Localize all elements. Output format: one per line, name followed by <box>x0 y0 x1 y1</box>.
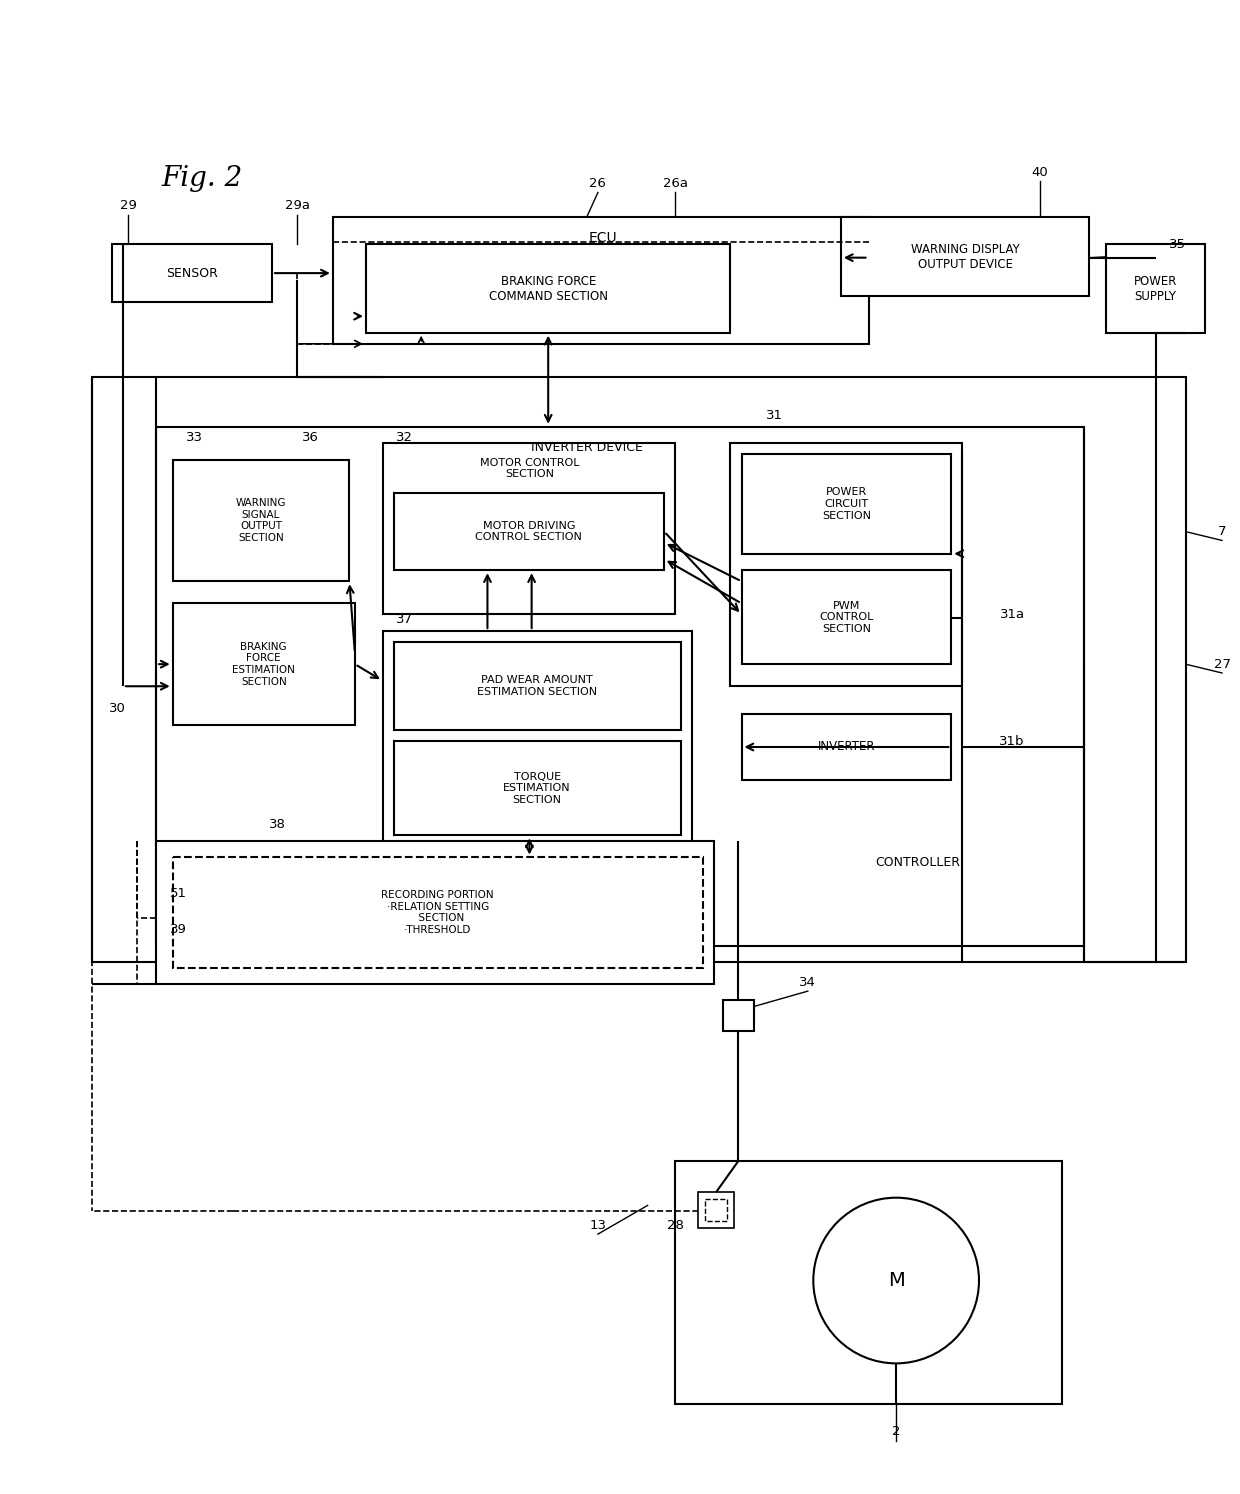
Text: 33: 33 <box>186 432 203 444</box>
Text: TORQUE
ESTIMATION
SECTION: TORQUE ESTIMATION SECTION <box>503 772 570 805</box>
Text: 13: 13 <box>589 1219 606 1231</box>
Text: 31b: 31b <box>999 735 1025 748</box>
Bar <box>382 630 692 852</box>
Text: PWM
CONTROL
SECTION: PWM CONTROL SECTION <box>820 601 874 633</box>
Text: RECORDING PORTION
·RELATION SETTING
  SECTION
·THRESHOLD: RECORDING PORTION ·RELATION SETTING SECT… <box>382 890 494 935</box>
Bar <box>393 642 681 731</box>
Bar <box>730 444 962 686</box>
Text: SENSOR: SENSOR <box>166 266 218 279</box>
Text: PAD WEAR AMOUNT
ESTIMATION SECTION: PAD WEAR AMOUNT ESTIMATION SECTION <box>477 675 598 698</box>
Text: 36: 36 <box>303 432 319 444</box>
Text: 38: 38 <box>269 817 286 831</box>
Bar <box>676 1161 1061 1404</box>
Bar <box>172 460 350 581</box>
Bar <box>156 841 714 985</box>
Text: 26a: 26a <box>662 178 688 190</box>
Text: POWER
SUPPLY: POWER SUPPLY <box>1135 275 1178 303</box>
Text: 34: 34 <box>800 976 816 989</box>
Text: 39: 39 <box>170 923 186 935</box>
Bar <box>332 217 868 344</box>
Text: 31: 31 <box>766 409 784 423</box>
Text: BRAKING
FORCE
ESTIMATION
SECTION: BRAKING FORCE ESTIMATION SECTION <box>232 642 295 687</box>
Text: MOTOR DRIVING
CONTROL SECTION: MOTOR DRIVING CONTROL SECTION <box>475 521 583 542</box>
Bar <box>742 571 951 665</box>
Text: 7: 7 <box>1218 524 1226 538</box>
Text: M: M <box>888 1271 904 1289</box>
Text: ECU: ECU <box>589 232 618 245</box>
Text: 2: 2 <box>892 1425 900 1439</box>
Text: 32: 32 <box>396 432 413 444</box>
Text: WARNING DISPLAY
OUTPUT DEVICE: WARNING DISPLAY OUTPUT DEVICE <box>911 242 1019 270</box>
Bar <box>698 1192 734 1228</box>
Text: 29a: 29a <box>285 199 310 212</box>
Text: 51: 51 <box>170 887 187 901</box>
Bar <box>112 245 272 302</box>
Text: 35: 35 <box>1169 238 1187 251</box>
Bar <box>172 858 703 968</box>
Text: 31a: 31a <box>999 608 1024 622</box>
Text: INVERTER DEVICE: INVERTER DEVICE <box>531 441 642 454</box>
Bar <box>382 444 676 614</box>
Text: 29: 29 <box>120 199 136 212</box>
Bar <box>393 741 681 835</box>
Text: 40: 40 <box>1032 166 1048 179</box>
Bar <box>172 604 355 725</box>
Text: 37: 37 <box>396 614 413 626</box>
Bar <box>366 245 730 333</box>
Bar <box>723 999 754 1031</box>
Text: BRAKING FORCE
COMMAND SECTION: BRAKING FORCE COMMAND SECTION <box>489 275 608 303</box>
Text: MOTOR CONTROL
SECTION: MOTOR CONTROL SECTION <box>480 457 579 480</box>
Bar <box>156 427 1084 946</box>
Bar <box>92 376 1185 962</box>
Text: INVERTER: INVERTER <box>817 741 875 753</box>
Text: Fig. 2: Fig. 2 <box>161 164 243 191</box>
Bar <box>841 217 1090 296</box>
Bar <box>1106 245 1205 333</box>
Text: 26: 26 <box>589 178 606 190</box>
Text: POWER
CIRCUIT
SECTION: POWER CIRCUIT SECTION <box>822 487 870 520</box>
Bar <box>706 1198 727 1221</box>
Bar <box>742 454 951 554</box>
Bar <box>393 493 665 571</box>
Text: WARNING
SIGNAL
OUTPUT
SECTION: WARNING SIGNAL OUTPUT SECTION <box>236 498 286 542</box>
Text: 30: 30 <box>109 702 125 714</box>
Text: CONTROLLER: CONTROLLER <box>875 856 961 870</box>
Text: 27: 27 <box>1214 657 1230 671</box>
Bar <box>742 714 951 780</box>
Text: 28: 28 <box>667 1219 683 1231</box>
